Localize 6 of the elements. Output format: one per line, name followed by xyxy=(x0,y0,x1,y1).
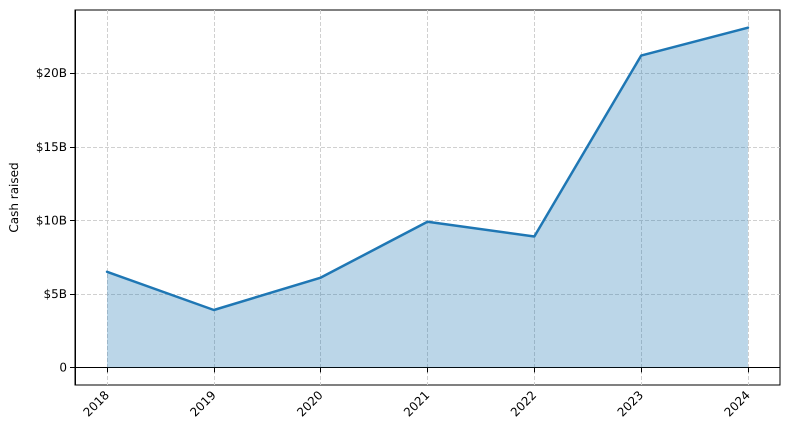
y-tick-label: 0 xyxy=(59,360,67,374)
y-tick-label: $10B xyxy=(36,213,67,228)
y-tick-label: $15B xyxy=(36,140,67,154)
y-tick-label: $20B xyxy=(36,66,67,80)
y-axis-title: Cash raised xyxy=(7,162,21,233)
y-tick-label: $5B xyxy=(43,286,67,301)
